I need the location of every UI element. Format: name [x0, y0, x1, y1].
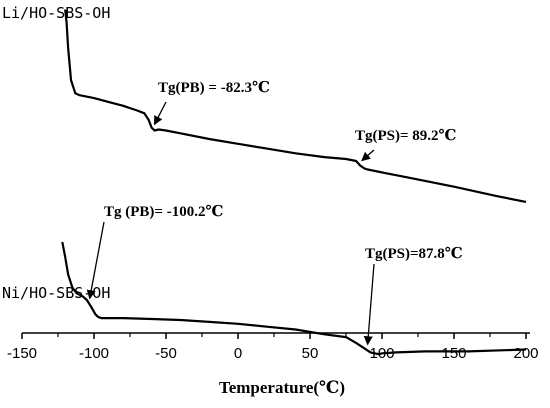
annotation-arrow [361, 149, 375, 162]
x-axis-title: Temperature(℃) [219, 378, 345, 397]
annotation-tg-pb-ni: Tg (PB)= -100.2℃ [104, 204, 223, 220]
series-label-ni: Ni/HO-SBS-OH [2, 284, 110, 302]
annotation-arrow [86, 221, 105, 300]
x-tick-label: -100 [79, 345, 109, 362]
x-axis-ticks: -150 -100 -50 0 50 100 150 200 [7, 333, 539, 362]
annotation-arrows [86, 101, 375, 346]
x-tick-label: 50 [302, 345, 319, 362]
series-line-li [64, 9, 527, 203]
series-line-ni [61, 241, 527, 356]
x-tick-label: 200 [513, 345, 538, 362]
annotation-arrow [153, 101, 167, 126]
annotation-tg-ps-ni: Tg(PS)=87.8℃ [365, 246, 463, 262]
annotation-arrow [363, 263, 375, 346]
series-label-li: Li/HO-SBS-OH [2, 4, 110, 22]
annotation-tg-ps-li: Tg(PS)= 89.2℃ [355, 128, 457, 144]
x-tick-label: 100 [369, 345, 394, 362]
x-tick-label: 0 [234, 345, 242, 362]
x-tick-label: 150 [441, 345, 466, 362]
x-tick-label: -150 [7, 345, 37, 362]
x-tick-label: -50 [155, 345, 177, 362]
annotation-tg-pb-li: Tg(PB) = -82.3℃ [158, 80, 270, 96]
plot-area [61, 9, 527, 356]
